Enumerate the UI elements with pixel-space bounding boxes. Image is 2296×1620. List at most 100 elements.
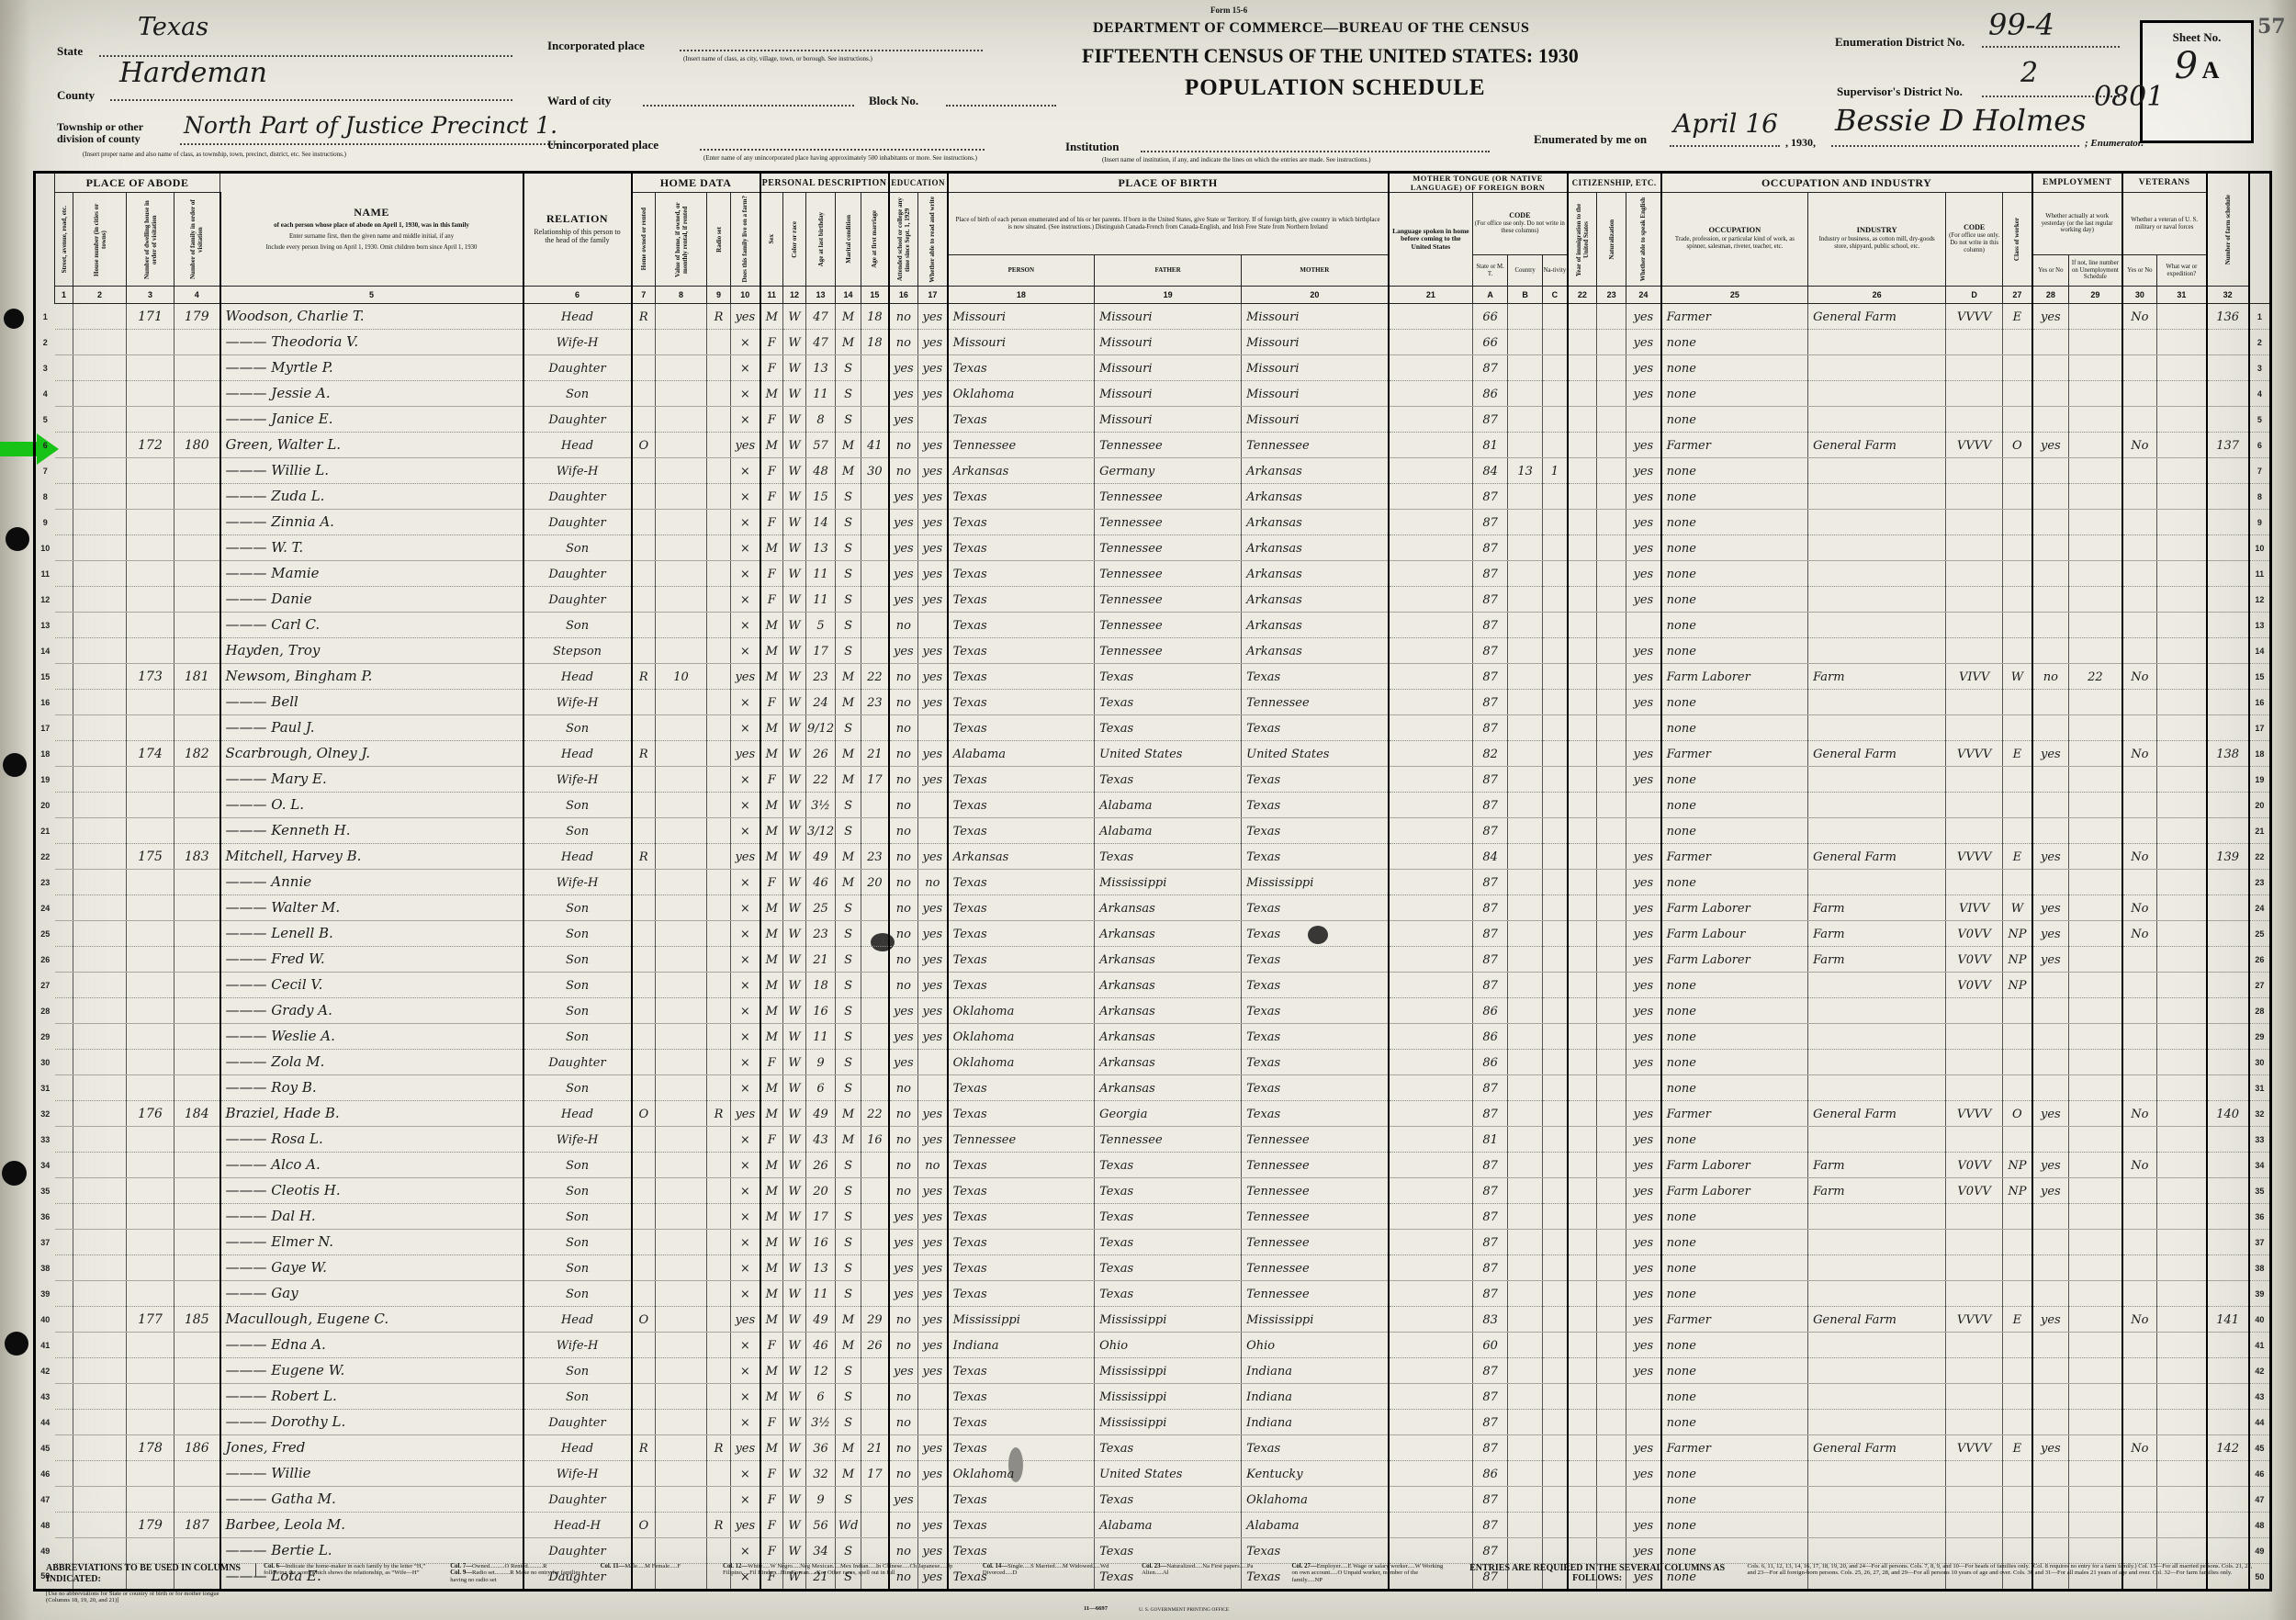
cell-radio <box>706 1460 732 1487</box>
entries-title: ENTRIES ARE REQUIRED IN THE SEVERAL COLU… <box>1469 1563 1726 1583</box>
cell-nat <box>1596 1460 1627 1487</box>
col-16-header: Attended school or college any time sinc… <box>888 192 919 287</box>
cell-ind <box>1807 1537 1947 1564</box>
entries-required-block: ENTRIES ARE REQUIRED IN THE SEVERAL COLU… <box>1460 1563 1735 1583</box>
cell-eng: yes <box>1626 920 1662 947</box>
cell-war <box>2156 997 2208 1024</box>
cell-fs <box>2206 1357 2250 1384</box>
cell-bp: Texas <box>947 1074 1096 1101</box>
cell-name: ——— Rosa L. <box>219 1126 524 1153</box>
line-number-right: 33 <box>2248 1126 2273 1153</box>
cell-sex: M <box>760 920 784 947</box>
line-number-left: 6 <box>42 440 48 450</box>
cell-own <box>631 329 657 355</box>
cell-cC <box>1542 1203 1569 1230</box>
cell-race: W <box>782 1332 807 1358</box>
cell-unemp <box>2068 1563 2123 1591</box>
cell-sex: M <box>760 1100 784 1127</box>
cell-nat <box>1596 483 1627 510</box>
line-number-left: 10 <box>40 543 51 553</box>
col-30-header: Yes or No <box>2122 254 2158 287</box>
cell-cC <box>1542 1280 1569 1307</box>
col-number-29: 29 <box>2068 286 2123 304</box>
cell-bp: Texas <box>947 1203 1096 1230</box>
cell-ind <box>1807 1460 1947 1487</box>
cell-cC <box>1542 534 1569 561</box>
cell-cA: 87 <box>1472 1152 1509 1178</box>
cell-cC <box>1542 920 1569 947</box>
cell-eng: yes <box>1626 1306 1662 1333</box>
abbreviations-note: [Use no abbreviations for State or count… <box>46 1591 219 1604</box>
cell-val <box>655 1023 708 1050</box>
entries-text: Cols. 6, 11, 12, 13, 14, 16, 17, 18, 19,… <box>1747 1563 2253 1577</box>
col-4-header: Number of family in order of visitation <box>173 192 221 287</box>
cell-cD: VVVV <box>1945 843 2004 870</box>
cell-cC <box>1542 1229 1569 1255</box>
cell-cD <box>1945 380 2004 407</box>
cell-val <box>655 689 708 715</box>
cell-sch: no <box>888 1074 919 1101</box>
cell-rw: yes <box>917 1126 949 1153</box>
line-number-right: 49 <box>2248 1537 2273 1564</box>
cell-agem <box>861 792 890 818</box>
cell-bp: Oklahoma <box>947 380 1096 407</box>
cell-farm: × <box>730 894 761 921</box>
cell-st <box>54 612 73 638</box>
cell-cls <box>2002 1486 2033 1513</box>
cell-farm: × <box>730 946 761 973</box>
col-number-1: 1 <box>54 286 73 304</box>
col-name-header: NAME of each person whose place of abode… <box>219 171 524 287</box>
cell-bm: Texas <box>1241 1100 1390 1127</box>
cell-fam <box>174 586 221 613</box>
cell-bm: Arkansas <box>1241 612 1390 638</box>
cell-st <box>54 714 73 741</box>
cell-own <box>631 1486 657 1513</box>
cell-vet <box>2122 689 2158 715</box>
cell-st <box>54 1203 73 1230</box>
cell-own: O <box>631 1306 657 1333</box>
cell-st <box>54 766 73 793</box>
cell-age: 20 <box>805 1177 837 1204</box>
cell-cA: 81 <box>1472 432 1509 458</box>
cell-vet <box>2122 766 2158 793</box>
cell-st <box>54 997 73 1024</box>
cell-agem <box>861 714 890 741</box>
scan-edge-right <box>2268 0 2296 1620</box>
cell-yr <box>1567 894 1598 921</box>
cell-bm: Tennessee <box>1241 1229 1390 1255</box>
cell-rel: Wife-H <box>523 1126 633 1153</box>
state-value: Texas <box>138 13 209 41</box>
cell-lang <box>1388 1563 1474 1591</box>
cell-sch: no <box>888 303 919 330</box>
cell-cB <box>1507 1126 1544 1153</box>
cell-work: yes <box>2032 1306 2070 1333</box>
col-number-31: 31 <box>2156 286 2208 304</box>
cell-eng: yes <box>1626 1049 1662 1075</box>
cell-yr <box>1567 1049 1598 1075</box>
cell-val <box>655 1460 708 1487</box>
cell-cA: 87 <box>1472 920 1509 947</box>
col-13-header: Age at last birthday <box>805 192 837 287</box>
cell-sch: no <box>888 1152 919 1178</box>
cell-race: W <box>782 1280 807 1307</box>
cell-occ: none <box>1660 1512 1809 1538</box>
cell-lang <box>1388 766 1474 793</box>
cell-lang <box>1388 1229 1474 1255</box>
cell-cB <box>1507 1409 1544 1435</box>
cell-unemp <box>2068 303 2123 330</box>
cell-work <box>2032 766 2070 793</box>
cell-war <box>2156 766 2208 793</box>
cell-agem: 23 <box>861 689 890 715</box>
cell-ind <box>1807 1203 1947 1230</box>
cell-fs <box>2206 1383 2250 1410</box>
cell-nat <box>1596 972 1627 998</box>
institution-line <box>1141 151 1490 152</box>
cell-age: 5 <box>805 612 837 638</box>
cell-ind: Farm <box>1807 946 1947 973</box>
cell-cD <box>1945 406 2004 433</box>
cell-age: 13 <box>805 534 837 561</box>
cell-bm: Texas <box>1241 663 1390 690</box>
cell-ind <box>1807 1280 1947 1307</box>
cell-val <box>655 843 708 870</box>
